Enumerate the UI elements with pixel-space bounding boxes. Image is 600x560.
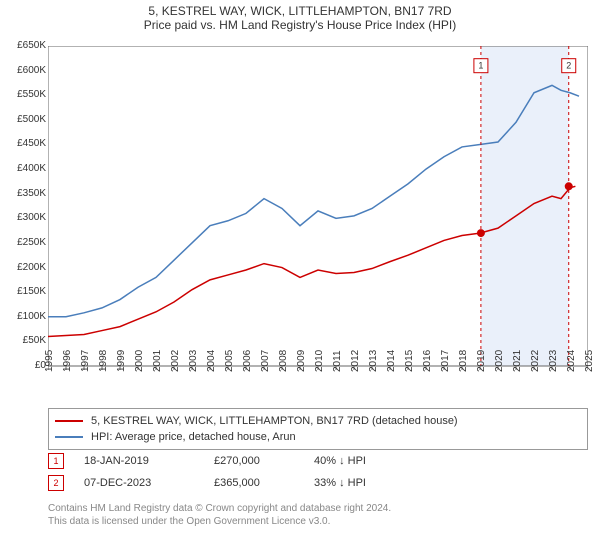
footer-line: Contains HM Land Registry data © Crown c… <box>48 502 391 515</box>
x-axis-label: 1999 <box>116 350 127 372</box>
sale-change: 40% ↓ HPI <box>314 455 414 467</box>
y-axis-label: £200K <box>17 262 46 273</box>
sale-badge: 1 <box>48 453 64 469</box>
x-axis-label: 2003 <box>188 350 199 372</box>
x-axis-label: 2016 <box>422 350 433 372</box>
x-axis-label: 2020 <box>494 350 505 372</box>
y-axis-label: £50K <box>23 335 46 346</box>
x-axis-label: 2022 <box>530 350 541 372</box>
x-axis-label: 1995 <box>44 350 55 372</box>
sale-num: 2 <box>53 478 58 488</box>
legend-label: 5, KESTREL WAY, WICK, LITTLEHAMPTON, BN1… <box>91 415 458 427</box>
x-axis-label: 2014 <box>386 350 397 372</box>
footer: Contains HM Land Registry data © Crown c… <box>48 502 391 528</box>
x-axis-label: 2010 <box>314 350 325 372</box>
x-axis-label: 1998 <box>98 350 109 372</box>
x-axis-label: 1997 <box>80 350 91 372</box>
y-axis-label: £500K <box>17 114 46 125</box>
sales-table: 1 18-JAN-2019 £270,000 40% ↓ HPI 2 07-DE… <box>48 450 588 494</box>
x-axis-label: 2005 <box>224 350 235 372</box>
sale-row: 1 18-JAN-2019 £270,000 40% ↓ HPI <box>48 450 588 472</box>
legend-swatch <box>55 420 83 422</box>
x-axis-label: 2001 <box>152 350 163 372</box>
sale-change: 33% ↓ HPI <box>314 477 414 489</box>
x-axis-label: 2024 <box>566 350 577 372</box>
svg-text:1: 1 <box>478 61 483 71</box>
chart-plot: 12 £0£50K£100K£150K£200K£250K£300K£350K£… <box>48 46 588 396</box>
x-axis-label: 2019 <box>476 350 487 372</box>
chart-svg: 12 <box>48 46 588 396</box>
chart-container: 5, KESTREL WAY, WICK, LITTLEHAMPTON, BN1… <box>0 0 600 560</box>
sale-badge: 2 <box>48 475 64 491</box>
sale-price: £365,000 <box>214 477 314 489</box>
y-axis-label: £450K <box>17 138 46 149</box>
x-axis-label: 2017 <box>440 350 451 372</box>
svg-text:2: 2 <box>566 61 571 71</box>
x-axis-label: 2008 <box>278 350 289 372</box>
y-axis-label: £250K <box>17 237 46 248</box>
y-axis-label: £100K <box>17 311 46 322</box>
sale-price: £270,000 <box>214 455 314 467</box>
legend-item: 5, KESTREL WAY, WICK, LITTLEHAMPTON, BN1… <box>55 413 581 429</box>
y-axis-label: £650K <box>17 40 46 51</box>
x-axis-label: 2009 <box>296 350 307 372</box>
x-axis-label: 2000 <box>134 350 145 372</box>
x-axis-label: 2012 <box>350 350 361 372</box>
sale-num: 1 <box>53 456 58 466</box>
y-axis-label: £150K <box>17 286 46 297</box>
x-axis-label: 2015 <box>404 350 415 372</box>
x-axis-label: 2011 <box>332 350 343 372</box>
x-axis-label: 2006 <box>242 350 253 372</box>
chart-subtitle: Price paid vs. HM Land Registry's House … <box>0 18 600 32</box>
x-axis-label: 2002 <box>170 350 181 372</box>
footer-line: This data is licensed under the Open Gov… <box>48 515 391 528</box>
sale-date: 07-DEC-2023 <box>84 477 214 489</box>
x-axis-label: 2018 <box>458 350 469 372</box>
y-axis-label: £550K <box>17 89 46 100</box>
legend-label: HPI: Average price, detached house, Arun <box>91 431 296 443</box>
legend: 5, KESTREL WAY, WICK, LITTLEHAMPTON, BN1… <box>48 408 588 450</box>
x-axis-label: 1996 <box>62 350 73 372</box>
sale-date: 18-JAN-2019 <box>84 455 214 467</box>
x-axis-label: 2004 <box>206 350 217 372</box>
sale-row: 2 07-DEC-2023 £365,000 33% ↓ HPI <box>48 472 588 494</box>
y-axis-label: £600K <box>17 65 46 76</box>
y-axis-label: £300K <box>17 212 46 223</box>
x-axis-label: 2023 <box>548 350 559 372</box>
legend-swatch <box>55 436 83 438</box>
x-axis-label: 2021 <box>512 350 523 372</box>
y-axis-label: £400K <box>17 163 46 174</box>
x-axis-label: 2025 <box>584 350 595 372</box>
legend-item: HPI: Average price, detached house, Arun <box>55 429 581 445</box>
chart-title: 5, KESTREL WAY, WICK, LITTLEHAMPTON, BN1… <box>0 4 600 18</box>
x-axis-label: 2007 <box>260 350 271 372</box>
y-axis-label: £350K <box>17 188 46 199</box>
titles: 5, KESTREL WAY, WICK, LITTLEHAMPTON, BN1… <box>0 0 600 32</box>
x-axis-label: 2013 <box>368 350 379 372</box>
